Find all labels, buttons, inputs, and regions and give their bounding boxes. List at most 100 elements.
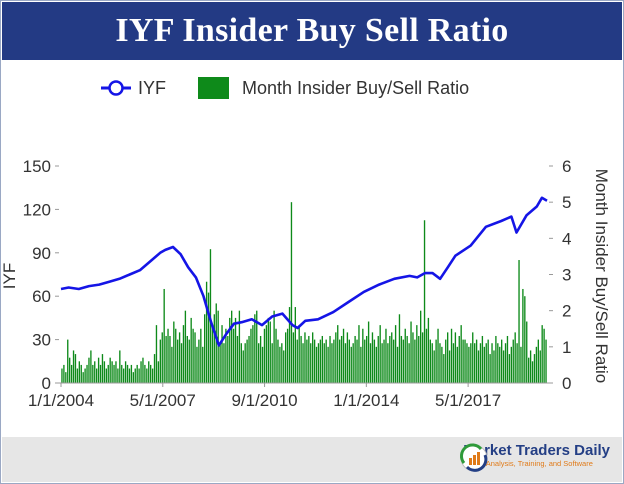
- ratio-bar: [150, 364, 152, 383]
- ratio-bar: [354, 335, 356, 383]
- ratio-bar: [74, 354, 77, 383]
- bar-series: [61, 202, 547, 383]
- brand-tagline: News, Analysis, Training, and Software: [463, 459, 593, 468]
- ratio-bar: [76, 368, 79, 383]
- ratio-bar: [292, 332, 295, 383]
- ratio-bar: [495, 335, 497, 383]
- ratio-bar: [475, 339, 478, 383]
- y-right-tick-label: 1: [562, 338, 571, 357]
- ratio-bar: [234, 317, 237, 383]
- ratio-bar: [350, 346, 352, 383]
- ratio-bar: [263, 328, 266, 383]
- ratio-bar: [379, 325, 381, 383]
- ratio-bar: [290, 202, 293, 383]
- y-left-tick-label: 60: [32, 287, 51, 306]
- ratio-bar: [329, 335, 331, 383]
- ratio-bar: [470, 343, 472, 383]
- ratio-bar: [194, 332, 196, 383]
- ratio-bar: [82, 372, 84, 383]
- ratio-bar: [65, 372, 67, 383]
- ratio-bar: [312, 332, 314, 383]
- chart-title: IYF Insider Buy Sell Ratio: [115, 12, 509, 49]
- ratio-bar: [489, 354, 491, 383]
- ratio-bar: [261, 346, 264, 383]
- ratio-bar: [148, 361, 150, 383]
- ratio-bar: [198, 339, 200, 383]
- ratio-bar: [128, 368, 131, 383]
- ratio-bar: [134, 368, 136, 383]
- ratio-bar: [285, 332, 287, 383]
- ratio-bar: [115, 361, 117, 383]
- ratio-bar: [180, 343, 183, 383]
- ratio-bar: [431, 343, 433, 383]
- ratio-bar: [402, 339, 404, 383]
- ratio-bar: [113, 364, 115, 383]
- ratio-bar: [352, 343, 354, 383]
- ratio-bar: [364, 339, 366, 383]
- ratio-bar: [375, 346, 377, 383]
- ratio-bar: [323, 343, 325, 383]
- ratio-bar: [325, 339, 327, 383]
- ratio-bar: [211, 325, 214, 383]
- y-axis-right-title: Month Insider Buy/Sell Ratio: [592, 169, 611, 384]
- ratio-bar: [373, 339, 376, 383]
- ratio-bar: [140, 361, 142, 383]
- legend-label-ratio: Month Insider Buy/Sell Ratio: [242, 78, 469, 98]
- ratio-bar: [408, 343, 410, 383]
- ratio-bar: [252, 325, 254, 383]
- ratio-bar: [398, 314, 401, 383]
- ratio-bar: [310, 343, 312, 383]
- ratio-bar: [389, 335, 391, 383]
- ratio-bar: [435, 339, 437, 383]
- ratio-bar: [213, 314, 215, 383]
- ratio-bar: [84, 368, 86, 383]
- ratio-bar: [381, 343, 383, 383]
- ratio-bar: [514, 332, 516, 383]
- ratio-bar: [529, 350, 532, 383]
- ratio-bar: [460, 325, 462, 383]
- ratio-bar: [238, 310, 241, 383]
- ratio-bar: [391, 332, 393, 383]
- ratio-bar: [528, 357, 530, 383]
- ratio-bar: [78, 361, 80, 383]
- ratio-bar: [506, 335, 509, 383]
- ratio-bar: [221, 325, 223, 383]
- ratio-bar: [69, 357, 71, 383]
- y-axis-left-ticks: 0 30 60 90 120 150: [23, 157, 59, 393]
- ratio-bar: [410, 321, 412, 383]
- ratio-bar: [512, 339, 514, 383]
- ratio-bar: [202, 346, 204, 383]
- ratio-bar: [472, 332, 474, 383]
- ratio-bar: [103, 361, 106, 383]
- ratio-bar: [387, 343, 389, 383]
- y-right-tick-label: 0: [562, 374, 571, 393]
- ratio-bar: [441, 346, 443, 383]
- ratio-bar: [522, 288, 524, 383]
- ratio-bar: [304, 332, 306, 383]
- y-axis-right-ticks: 0 1 2 3 4 5 6: [549, 157, 571, 393]
- ratio-bar: [242, 350, 244, 383]
- ratio-bar: [416, 325, 418, 383]
- brand-name: Market Traders Daily: [463, 442, 610, 459]
- ratio-bar: [477, 350, 480, 383]
- ratio-bar: [163, 288, 165, 383]
- ratio-bar: [248, 335, 250, 383]
- ratio-bar: [288, 307, 291, 383]
- ratio-bar: [479, 343, 482, 383]
- plot-area: IYF Month Insider Buy/Sell Ratio IYF Mon…: [2, 60, 622, 437]
- ratio-bar: [155, 325, 158, 383]
- ratio-bar: [339, 339, 341, 383]
- ratio-bar: [483, 346, 485, 383]
- ratio-bar: [481, 335, 484, 383]
- ratio-bar: [474, 343, 476, 383]
- ratio-bar: [157, 361, 160, 383]
- ratio-bar: [126, 364, 129, 383]
- ratio-bar: [439, 343, 441, 383]
- x-tick-label: 1/1/2004: [28, 391, 94, 410]
- ratio-bar: [443, 354, 445, 383]
- y-right-tick-label: 2: [562, 302, 571, 321]
- y-right-tick-label: 4: [562, 229, 571, 248]
- ratio-bar: [219, 343, 221, 383]
- ratio-bar: [394, 325, 397, 383]
- ratio-bar: [124, 361, 127, 383]
